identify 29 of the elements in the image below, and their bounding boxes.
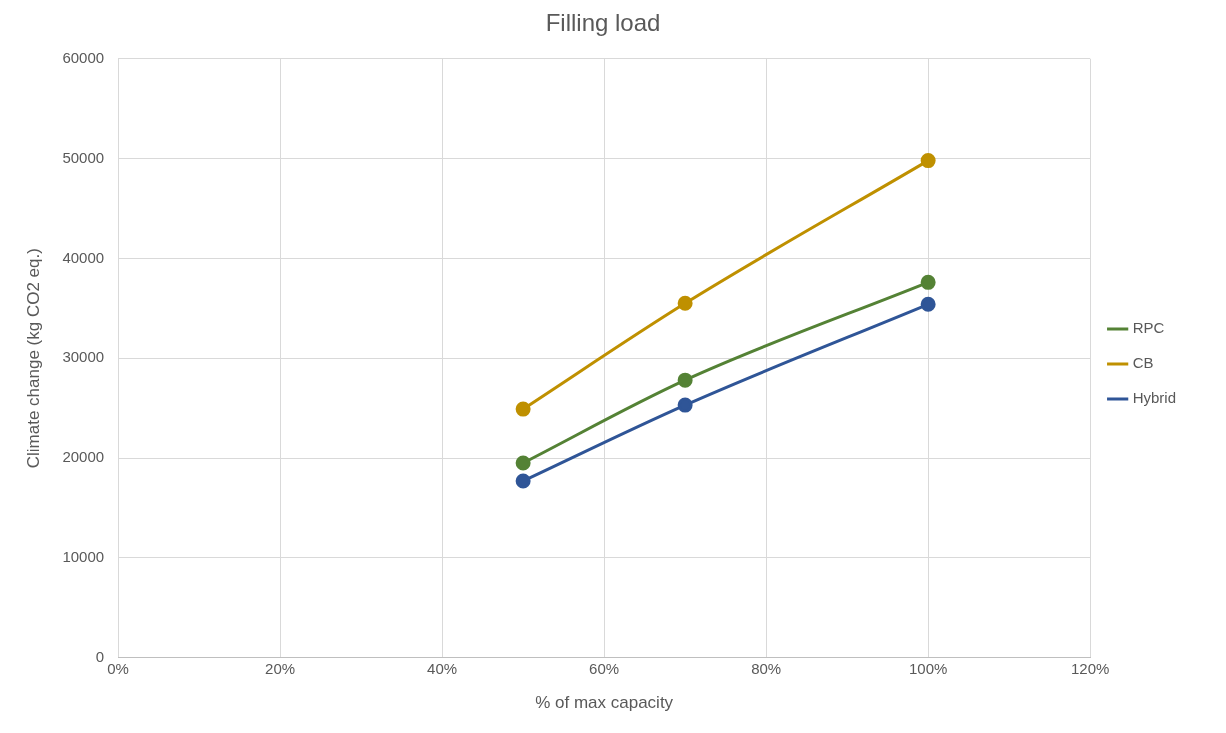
point	[677, 397, 693, 413]
y-tick-label: 40000	[62, 248, 105, 266]
y-tick-label: 60000	[62, 48, 105, 66]
point	[920, 296, 936, 312]
legend-label: RPC	[1132, 319, 1165, 337]
point	[920, 274, 936, 290]
x-tick-label: 80%	[751, 659, 782, 677]
legend-label: CB	[1132, 354, 1154, 372]
x-tick-label: 20%	[265, 659, 296, 677]
point	[515, 455, 531, 471]
point	[920, 153, 936, 169]
point	[515, 473, 531, 489]
x-tick-label: 40%	[427, 659, 458, 677]
chart-title: Filling load	[545, 9, 661, 37]
x-axis-title: % of max capacity	[535, 693, 674, 713]
x-tick-label: 120%	[1070, 659, 1110, 677]
x-tick-label: 60%	[589, 659, 620, 677]
point	[677, 372, 693, 388]
x-tick-label: 100%	[908, 659, 948, 677]
point	[677, 295, 693, 311]
y-tick-label: 0	[95, 647, 105, 665]
y-tick-label: 10000	[62, 547, 105, 565]
legend-label: Hybrid	[1132, 389, 1177, 407]
y-tick-label: 50000	[62, 148, 105, 166]
y-axis-title: Climate change (kg CO2 eq.)	[23, 248, 43, 469]
y-tick-label: 20000	[62, 448, 105, 466]
point	[515, 401, 531, 417]
y-tick-label: 30000	[62, 348, 105, 366]
x-tick-label: 0%	[107, 659, 129, 677]
